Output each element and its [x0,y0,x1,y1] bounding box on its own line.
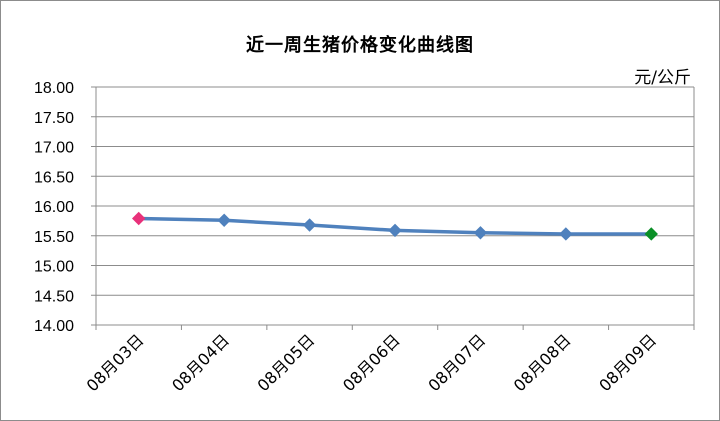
data-point-marker [217,213,231,227]
x-tick-label: 08月07日 [424,330,489,395]
data-point-marker [559,227,573,241]
y-tick-label: 14.50 [34,288,74,305]
chart-title: 近一周生猪价格变化曲线图 [246,35,474,56]
x-tick-label: 08月06日 [339,330,404,395]
data-point-marker [473,226,488,240]
data-point-marker [132,211,146,226]
y-tick-label: 17.00 [34,140,74,157]
data-point-marker [388,223,402,238]
y-tick-label: 16.00 [34,199,74,216]
data-point-marker [644,227,658,241]
x-tick-label: 08月08日 [510,330,575,395]
y-tick-label: 15.50 [34,229,74,246]
y-tick-label: 16.50 [34,169,74,186]
data-point-marker [302,218,317,232]
x-tick-label: 08月04日 [168,330,233,395]
y-tick-label: 14.00 [34,318,74,335]
x-tick-label: 08月03日 [83,330,148,395]
y-tick-label: 17.50 [34,110,74,127]
x-tick-label: 08月09日 [595,330,660,395]
y-tick-label: 15.00 [34,259,74,276]
unit-label: 元/公斤 [634,68,691,88]
x-tick-label: 08月05日 [254,330,319,395]
y-tick-label: 18.00 [34,80,74,97]
